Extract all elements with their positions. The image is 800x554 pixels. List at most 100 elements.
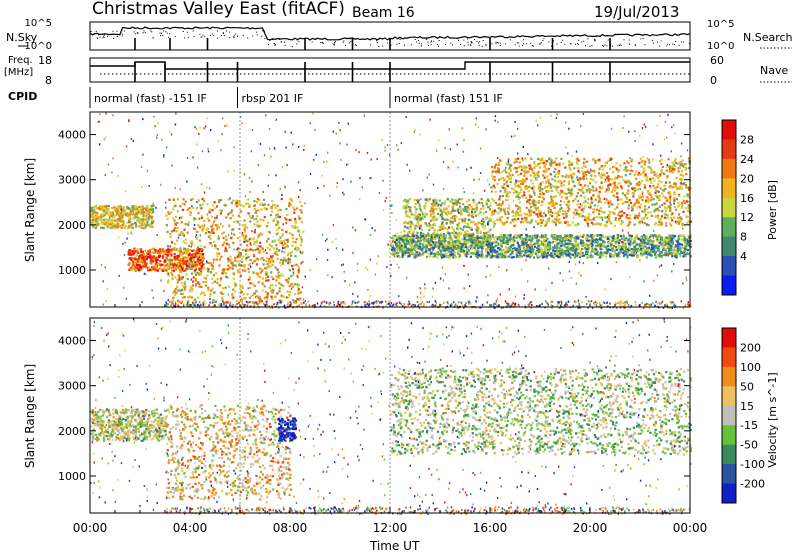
- heat-cell: [618, 211, 621, 214]
- heat-cell: [432, 231, 436, 235]
- heat-cell: [559, 244, 562, 247]
- heat-cell: [585, 160, 589, 163]
- heat-cell: [547, 217, 551, 220]
- heat-cell: [189, 255, 192, 258]
- heat-cell: [438, 199, 441, 202]
- heat-cell: [475, 203, 478, 206]
- heat-cell: [539, 224, 543, 227]
- heat-cell: [416, 235, 420, 238]
- heat-cell: [276, 268, 279, 271]
- heat-cell: [223, 249, 227, 253]
- heat-cell: [234, 283, 237, 287]
- heat-cell: [435, 218, 438, 221]
- heat-cell: [432, 201, 435, 204]
- noise-search-dot: [311, 41, 313, 43]
- heat-cell: [467, 207, 470, 210]
- heat-cell: [285, 230, 288, 233]
- noise-search-dot: [430, 44, 432, 46]
- heat-cell: [202, 256, 205, 259]
- noise-search-dot: [431, 40, 432, 42]
- noise-search-dot: [298, 41, 300, 43]
- heat-cell: [563, 216, 566, 219]
- heat-cell: [633, 173, 637, 176]
- heat-cell: [539, 214, 542, 218]
- heat-cell: [654, 222, 658, 225]
- heat-cell: [135, 268, 138, 271]
- heat-cell: [588, 255, 592, 258]
- heat-cell: [474, 209, 477, 212]
- heat-cell: [680, 182, 683, 185]
- heat-cell: [459, 207, 462, 210]
- heat-cell: [528, 164, 531, 167]
- heat-cell: [96, 212, 99, 215]
- heat-cell: [683, 237, 686, 240]
- heat-cell: [601, 244, 604, 248]
- heat-cell: [405, 204, 408, 207]
- noise-search-dot: [162, 35, 164, 36]
- heat-cell: [660, 171, 663, 174]
- heat-cell: [617, 217, 621, 221]
- heat-cell: [453, 209, 456, 212]
- heat-cell: [517, 184, 520, 187]
- heat-cell: [497, 167, 500, 170]
- heat-cell: [113, 206, 116, 209]
- heat-cell: [156, 258, 159, 261]
- heat-cell: [540, 254, 543, 257]
- heat-cell: [528, 246, 531, 249]
- heat-cell: [571, 193, 574, 196]
- heat-cell: [126, 221, 129, 224]
- heat-cell: [223, 271, 226, 275]
- noise-search-dot: [657, 41, 659, 43]
- heat-cell: [167, 266, 170, 270]
- heat-cell: [518, 161, 521, 164]
- heat-cell: [635, 248, 638, 251]
- heat-cell: [151, 247, 154, 250]
- heat-cell: [626, 180, 629, 183]
- heat-cell: [679, 250, 683, 253]
- heat-cell: [461, 238, 464, 241]
- heat-cell: [543, 176, 546, 179]
- heat-cell: [257, 225, 260, 228]
- heat-cell: [503, 178, 506, 181]
- heat-cell: [259, 203, 262, 206]
- heat-cell: [197, 247, 200, 251]
- heat-cell: [451, 220, 454, 224]
- heat-cell: [490, 186, 493, 189]
- heat-cell: [262, 219, 265, 222]
- heat-cell: [465, 200, 469, 203]
- heat-cell: [94, 205, 98, 208]
- heat-cell: [204, 232, 207, 235]
- heat-cell: [136, 261, 139, 264]
- heat-cell: [253, 208, 256, 211]
- heat-cell: [656, 217, 660, 220]
- noise-search-dot: [213, 35, 215, 37]
- freq-label: Freq.: [8, 55, 33, 66]
- heat-cell: [590, 177, 593, 181]
- heat-cell: [246, 240, 249, 243]
- heat-cell: [236, 236, 239, 240]
- heat-cell: [555, 157, 558, 160]
- heat-cell: [413, 206, 416, 209]
- heat-cell: [604, 201, 607, 204]
- noise-search-dots: [90, 30, 690, 50]
- heat-cell: [629, 214, 632, 217]
- heat-cell: [649, 167, 652, 170]
- noise-search-dot: [221, 35, 222, 36]
- heat-cell: [645, 199, 648, 202]
- heat-cell: [473, 207, 476, 211]
- heat-cell: [391, 248, 394, 251]
- heat-cell: [173, 205, 176, 208]
- heat-cell: [615, 162, 618, 165]
- heat-cell: [627, 223, 630, 226]
- heat-cell: [640, 196, 643, 199]
- heat-cell: [541, 250, 544, 253]
- noise-search-dot: [346, 38, 348, 40]
- heat-cell: [462, 203, 465, 206]
- heat-cell: [128, 262, 131, 265]
- heat-cell: [237, 253, 240, 256]
- heat-cell: [482, 212, 486, 215]
- heat-cell: [193, 227, 196, 230]
- heat-cell: [595, 189, 598, 192]
- noise-search-dot: [274, 44, 276, 46]
- heat-cell: [537, 239, 540, 242]
